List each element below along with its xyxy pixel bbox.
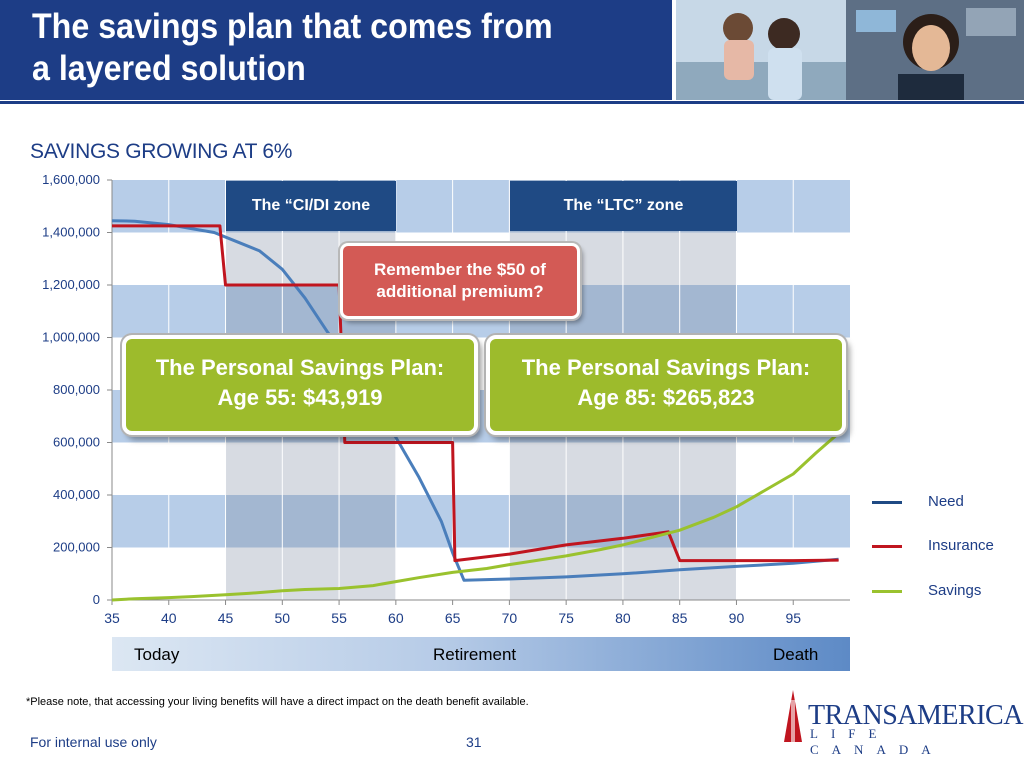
legend-swatch-savings (872, 590, 902, 593)
y-tick-label: 200,000 (53, 540, 100, 555)
slide-header: The savings plan that comes from a layer… (0, 0, 1024, 104)
x-tick-label: 85 (672, 610, 688, 626)
x-tick-label: 65 (445, 610, 461, 626)
legend-label-savings: Savings (928, 582, 982, 599)
x-tick-label: 50 (275, 610, 291, 626)
x-tick-label: 75 (558, 610, 574, 626)
y-tick-label: 400,000 (53, 487, 100, 502)
chart-subtitle: SAVINGS GROWING AT 6% (30, 140, 293, 163)
y-tick-label: 1,000,000 (42, 330, 100, 345)
legend-item-savings: Savings (870, 581, 1020, 601)
logo-subtitle: LIFE CANADA (810, 726, 944, 757)
remember-premium-callout: Remember the $50 of additional premium? (340, 243, 580, 319)
grid-band (112, 495, 850, 548)
legend-label-need: Need (928, 493, 964, 510)
series-line-savings (111, 432, 840, 602)
y-tick-label: 0 (93, 592, 100, 607)
pyramid-logo-icon (784, 690, 802, 742)
x-tick-label: 90 (729, 610, 745, 626)
y-tick-label: 1,200,000 (42, 277, 100, 292)
title-banner: The savings plan that comes from a layer… (0, 0, 675, 100)
header-photo (676, 0, 1024, 100)
ltc-zone-label: The “LTC” zone (510, 181, 737, 231)
grid-band (112, 180, 850, 233)
timeline-today: Today (134, 645, 180, 664)
series-line-insurance (112, 224, 839, 563)
x-tick-label: 70 (502, 610, 518, 626)
x-tick-label: 40 (161, 610, 177, 626)
y-tick-label: 800,000 (53, 382, 100, 397)
life-timeline-bar: Today Retirement Death (112, 637, 850, 671)
header-rule (0, 101, 1024, 104)
x-tick-label: 60 (388, 610, 404, 626)
x-tick-label: 80 (615, 610, 631, 626)
header-photo-illustration (676, 0, 1024, 100)
legend-swatch-need (872, 501, 902, 504)
company-logo: TRANSAMERICA LIFE CANADA (780, 688, 1023, 757)
disclaimer-note: *Please note, that accessing your living… (26, 696, 529, 708)
grid-band (112, 547, 850, 600)
savings-plan-age85-callout: The Personal Savings Plan: Age 85: $265,… (486, 335, 846, 435)
x-tick-label: 35 (104, 610, 120, 626)
legend-item-insurance: Insurance (870, 536, 1020, 556)
footer-internal-use: For internal use only (30, 734, 157, 750)
page-number: 31 (466, 734, 482, 750)
ci-di-zone-label: The “CI/DI zone (226, 181, 396, 231)
grid-band (112, 442, 850, 495)
legend-swatch-insurance (872, 545, 902, 548)
x-tick-label: 45 (218, 610, 234, 626)
timeline-death: Death (773, 645, 819, 664)
logo-wordmark: TRANSAMERICA (808, 700, 1023, 731)
slide-title: The savings plan that comes from a layer… (32, 7, 553, 88)
x-tick-label: 55 (331, 610, 347, 626)
legend-label-insurance: Insurance (928, 537, 994, 554)
x-tick-label: 95 (785, 610, 801, 626)
y-tick-label: 1,600,000 (42, 172, 100, 187)
y-tick-label: 600,000 (53, 435, 100, 450)
y-tick-label: 1,400,000 (42, 225, 100, 240)
timeline-retirement: Retirement (433, 645, 517, 664)
savings-plan-age55-callout: The Personal Savings Plan: Age 55: $43,9… (122, 335, 478, 435)
legend-item-need: Need (870, 492, 1020, 512)
